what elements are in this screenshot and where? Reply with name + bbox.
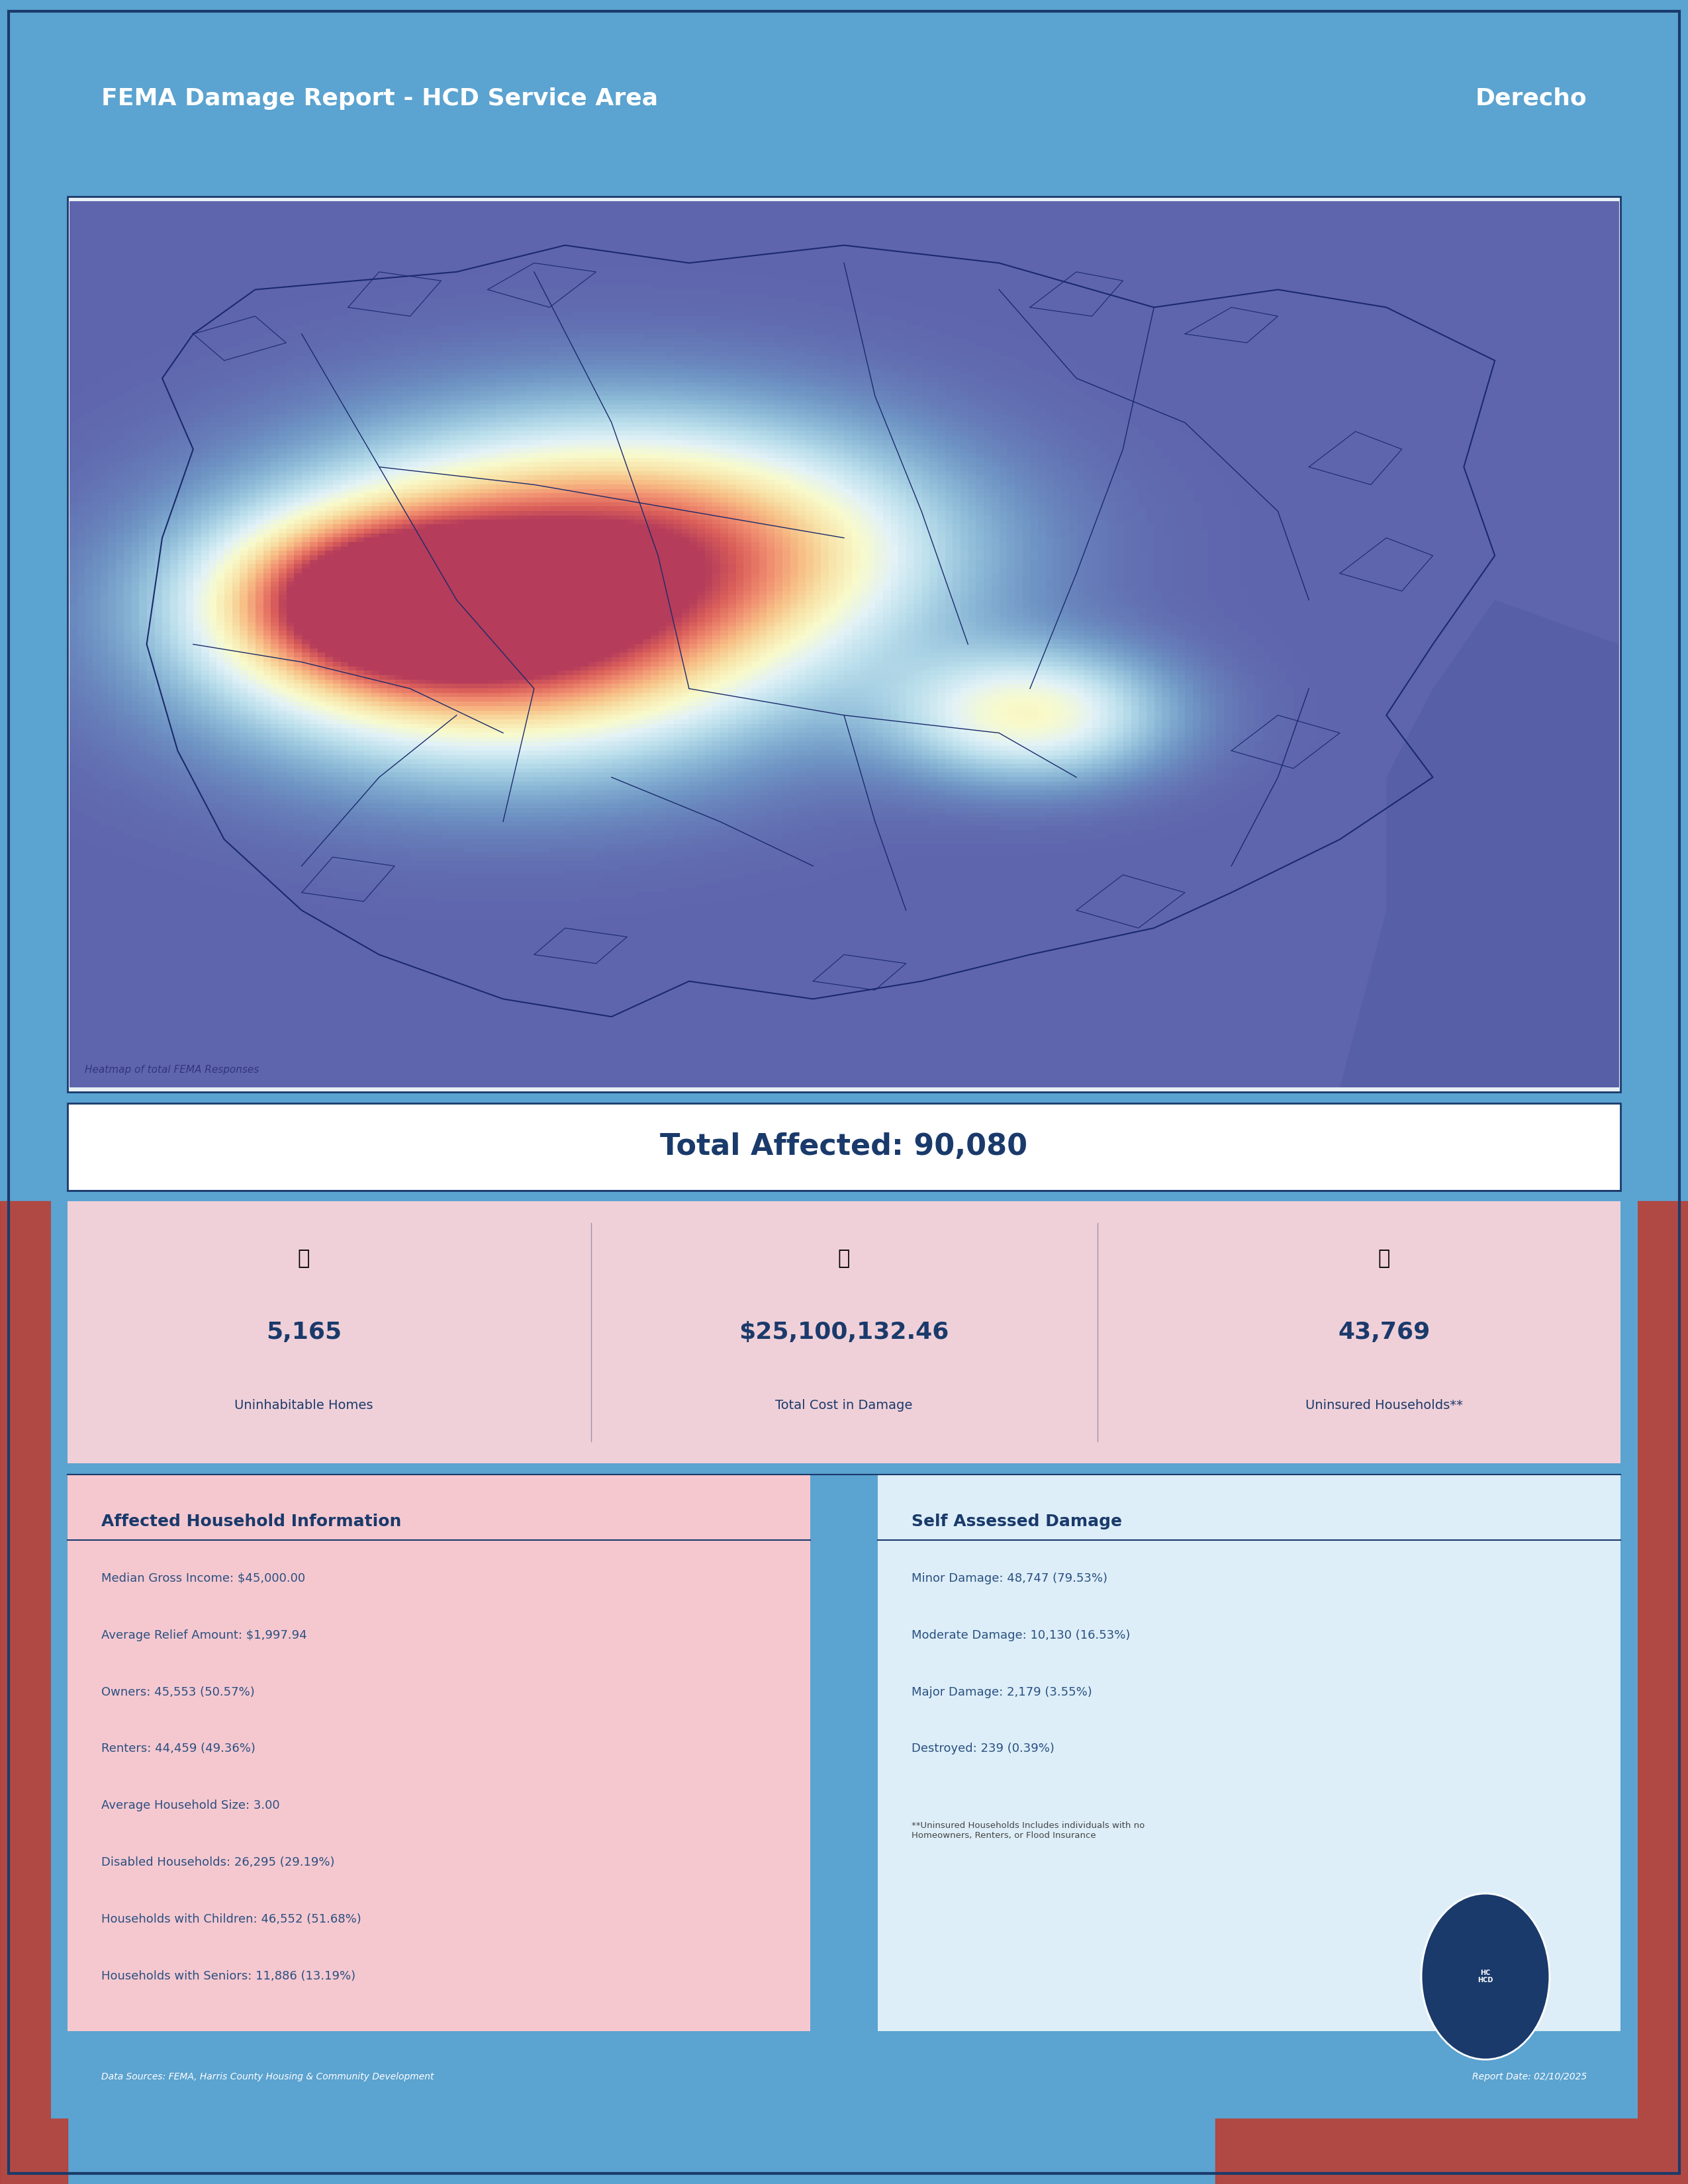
Text: Owners: 45,553 (50.57%): Owners: 45,553 (50.57%) <box>101 1686 255 1697</box>
Text: 💰: 💰 <box>837 1249 851 1269</box>
FancyBboxPatch shape <box>51 66 1637 2118</box>
Text: Self Assessed Damage: Self Assessed Damage <box>912 1514 1123 1529</box>
FancyBboxPatch shape <box>878 1474 1620 2031</box>
Text: Median Gross Income: $45,000.00: Median Gross Income: $45,000.00 <box>101 1572 306 1583</box>
Circle shape <box>1421 1894 1550 2060</box>
Text: **Uninsured Households Includes individuals with no
Homeowners, Renters, or Floo: **Uninsured Households Includes individu… <box>912 1821 1144 1839</box>
Text: Disabled Households: 26,295 (29.19%): Disabled Households: 26,295 (29.19%) <box>101 1856 334 1867</box>
Text: Average Household Size: 3.00: Average Household Size: 3.00 <box>101 1800 280 1811</box>
Polygon shape <box>0 1201 68 2184</box>
Text: Heatmap of total FEMA Responses: Heatmap of total FEMA Responses <box>84 1064 258 1075</box>
FancyBboxPatch shape <box>51 2035 1637 2118</box>
Text: Affected Household Information: Affected Household Information <box>101 1514 402 1529</box>
FancyBboxPatch shape <box>68 1474 810 2031</box>
Text: Data Sources: FEMA, Harris County Housing & Community Development: Data Sources: FEMA, Harris County Housin… <box>101 2073 434 2081</box>
Text: Households with Children: 46,552 (51.68%): Households with Children: 46,552 (51.68%… <box>101 1913 361 1924</box>
Text: HC
HCD: HC HCD <box>1477 1970 1494 1983</box>
Text: Major Damage: 2,179 (3.55%): Major Damage: 2,179 (3.55%) <box>912 1686 1092 1697</box>
Text: Report Date: 02/10/2025: Report Date: 02/10/2025 <box>1472 2073 1587 2081</box>
Text: Moderate Damage: 10,130 (16.53%): Moderate Damage: 10,130 (16.53%) <box>912 1629 1131 1640</box>
Text: Average Relief Amount: $1,997.94: Average Relief Amount: $1,997.94 <box>101 1629 307 1640</box>
Polygon shape <box>1340 601 1619 1088</box>
Text: 🏚: 🏚 <box>297 1249 311 1269</box>
Polygon shape <box>1215 1201 1688 2184</box>
Text: FEMA Damage Report - HCD Service Area: FEMA Damage Report - HCD Service Area <box>101 87 658 109</box>
Text: Uninsured Households**: Uninsured Households** <box>1305 1400 1463 1411</box>
Text: Households with Seniors: 11,886 (13.19%): Households with Seniors: 11,886 (13.19%) <box>101 1970 356 1981</box>
Text: Derecho: Derecho <box>1475 87 1587 109</box>
Text: Destroyed: 239 (0.39%): Destroyed: 239 (0.39%) <box>912 1743 1055 1754</box>
FancyBboxPatch shape <box>51 44 1637 153</box>
Text: Renters: 44,459 (49.36%): Renters: 44,459 (49.36%) <box>101 1743 255 1754</box>
FancyBboxPatch shape <box>68 1201 1620 1463</box>
Text: Minor Damage: 48,747 (79.53%): Minor Damage: 48,747 (79.53%) <box>912 1572 1107 1583</box>
FancyBboxPatch shape <box>68 197 1620 1092</box>
Text: Uninhabitable Homes: Uninhabitable Homes <box>235 1400 373 1411</box>
Text: 43,769: 43,769 <box>1339 1321 1430 1343</box>
Text: $25,100,132.46: $25,100,132.46 <box>739 1321 949 1343</box>
Text: 5,165: 5,165 <box>267 1321 341 1343</box>
Text: Total Affected: 90,080: Total Affected: 90,080 <box>660 1131 1028 1162</box>
Text: Total Cost in Damage: Total Cost in Damage <box>775 1400 913 1411</box>
Text: 🚫: 🚫 <box>1377 1249 1391 1269</box>
FancyBboxPatch shape <box>68 1103 1620 1190</box>
